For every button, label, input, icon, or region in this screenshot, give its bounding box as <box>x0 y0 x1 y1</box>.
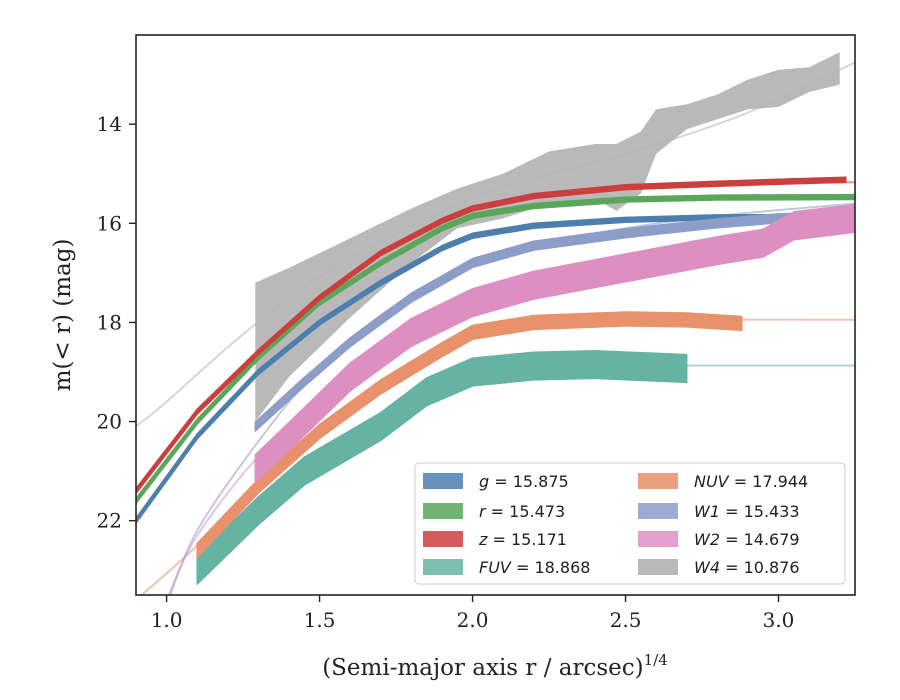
legend-band-value: = 15.473 <box>486 502 566 521</box>
legend-swatch-z <box>423 531 463 547</box>
legend-label-g: g = 15.875 <box>479 472 569 491</box>
x-tick-label: 2.0 <box>457 608 489 632</box>
legend-swatch-g <box>423 473 463 489</box>
legend-label-w4: W4 = 10.876 <box>694 558 800 577</box>
series-z-data-band <box>136 176 847 495</box>
x-axis-label: (Semi-major axis r / arcsec)1/4 <box>322 651 668 681</box>
legend-label-z: z = 15.171 <box>478 530 567 549</box>
legend-band-value: = 17.944 <box>729 472 809 491</box>
series-g-data-band <box>136 213 855 524</box>
series-z-model-line <box>136 181 855 492</box>
x-axis-ticks: 1.0 1.5 2.0 2.5 3.0 <box>151 595 795 632</box>
series-w4-band <box>255 52 840 422</box>
legend-label-r: r = 15.473 <box>479 502 565 521</box>
x-tick-label: 2.5 <box>610 608 642 632</box>
legend-band-name: g <box>479 472 489 491</box>
legend-band-value: = 14.679 <box>720 530 800 549</box>
legend-swatch-w1 <box>638 503 678 519</box>
legend-band-name: NUV <box>694 472 730 491</box>
legend-label-w1: W1 = 15.433 <box>694 502 800 521</box>
y-tick-label: 22 <box>97 509 122 533</box>
legend-band-value: = 15.171 <box>487 530 567 549</box>
legend-swatch-w2 <box>638 531 678 547</box>
legend-band-value: = 15.433 <box>720 502 800 521</box>
legend-label-w2: W2 = 14.679 <box>694 530 800 549</box>
legend-band-name: FUV <box>479 558 512 577</box>
legend-swatch-r <box>423 503 463 519</box>
legend-label-nuv: NUV = 17.944 <box>694 472 808 491</box>
series-w2-data-band <box>254 203 855 484</box>
y-tick-label: 18 <box>97 310 122 334</box>
band-layer <box>255 52 840 422</box>
legend-band-value: = 18.868 <box>511 558 591 577</box>
legend-band-name: W1 <box>694 502 720 521</box>
data-curve-layer <box>136 176 855 585</box>
series-nuv-data-band <box>196 311 743 559</box>
plot-area <box>136 52 855 595</box>
legend-band-name: W4 <box>694 558 720 577</box>
x-axis-label-superscript: 1/4 <box>644 651 668 669</box>
series-r-data-band <box>136 193 855 505</box>
y-axis-label: m(< r) (mag) <box>50 239 76 392</box>
legend-frame <box>414 462 846 585</box>
legend-band-value: = 15.875 <box>489 472 569 491</box>
legend-swatch-nuv <box>638 473 678 489</box>
legend-band-name: W2 <box>694 530 720 549</box>
legend-band-name: r <box>479 502 487 521</box>
series-fuv-data-band <box>196 349 688 585</box>
y-tick-label: 14 <box>97 112 122 136</box>
x-tick-label: 1.0 <box>151 608 183 632</box>
x-axis-label-main: (Semi-major axis r / arcsec) <box>322 655 643 681</box>
legend-swatch-w4 <box>638 559 678 575</box>
legend-swatch-fuv <box>423 559 463 575</box>
y-tick-label: 20 <box>97 410 122 434</box>
series-w1-data-band <box>254 210 855 432</box>
plot-frame <box>135 34 856 596</box>
y-axis-ticks: 14 16 18 20 22 <box>97 112 136 533</box>
x-tick-label: 3.0 <box>763 608 795 632</box>
legend-band-name: z <box>478 530 488 549</box>
series-w4-model-line <box>136 61 855 428</box>
legend-label-fuv: FUV = 18.868 <box>479 558 590 577</box>
x-tick-label: 1.5 <box>304 608 336 632</box>
legend-band-value: = 10.876 <box>720 558 800 577</box>
y-tick-label: 16 <box>97 211 122 235</box>
